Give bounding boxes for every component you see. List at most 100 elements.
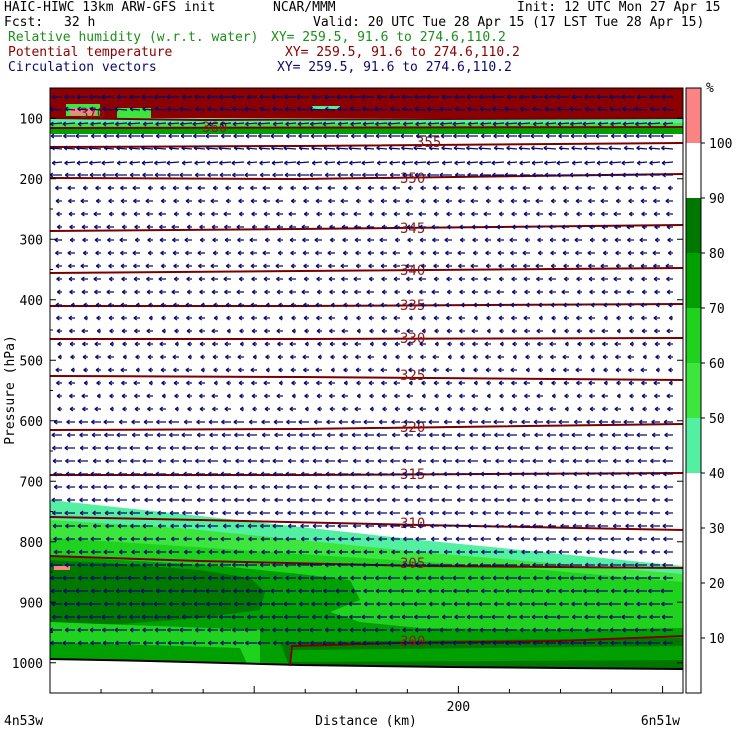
wind-vector bbox=[402, 172, 413, 178]
wind-vector bbox=[311, 432, 322, 438]
wind-vector bbox=[614, 341, 621, 347]
wind-vector bbox=[481, 497, 491, 503]
wind-vector bbox=[419, 289, 426, 295]
wind-vector bbox=[368, 263, 374, 269]
wind-vector bbox=[416, 549, 426, 555]
wind-vector bbox=[142, 627, 153, 633]
wind-vector bbox=[521, 549, 530, 555]
wind-vector bbox=[627, 185, 634, 191]
wind-vector bbox=[251, 289, 257, 295]
wind-vector bbox=[413, 145, 427, 151]
wind-vector bbox=[232, 562, 244, 568]
wind-vector bbox=[511, 393, 517, 399]
wind-vector bbox=[596, 601, 608, 607]
wind-vector bbox=[364, 445, 374, 451]
wind-vector bbox=[148, 302, 153, 308]
theta-contour-305 bbox=[50, 555, 683, 569]
wind-vector bbox=[577, 341, 582, 347]
wind-vector bbox=[401, 614, 413, 620]
wind-vector bbox=[198, 198, 205, 204]
wind-vector bbox=[401, 601, 413, 607]
wind-vector bbox=[642, 341, 647, 347]
wind-vector bbox=[394, 328, 400, 334]
wind-vector bbox=[66, 419, 75, 425]
wind-vector bbox=[376, 145, 388, 151]
wind-vector bbox=[519, 562, 530, 568]
wind-vector bbox=[557, 640, 569, 646]
wind-vector bbox=[179, 172, 192, 178]
colorbar-tick-label: 90 bbox=[709, 192, 725, 207]
wind-vector bbox=[116, 160, 128, 166]
wind-vector bbox=[533, 471, 543, 477]
wind-vector bbox=[536, 393, 543, 399]
wind-vector bbox=[118, 549, 127, 555]
wind-vector bbox=[173, 302, 179, 308]
wind-vector bbox=[155, 121, 167, 127]
wind-vector bbox=[401, 145, 414, 151]
wind-vector bbox=[160, 250, 166, 256]
wind-vector bbox=[172, 237, 179, 243]
wind-vector bbox=[186, 328, 192, 334]
wind-vector bbox=[69, 341, 75, 347]
wind-vector bbox=[481, 484, 491, 490]
wind-vector bbox=[238, 211, 244, 217]
wind-vector bbox=[454, 106, 466, 112]
wind-vector bbox=[611, 484, 621, 490]
wind-vector bbox=[193, 601, 205, 607]
wind-vector bbox=[342, 185, 348, 191]
wind-vector bbox=[56, 315, 62, 321]
wind-vector bbox=[193, 145, 206, 151]
wind-vector bbox=[473, 367, 478, 373]
wind-vector bbox=[120, 367, 127, 373]
wind-vector bbox=[560, 523, 569, 529]
wind-vector bbox=[160, 185, 166, 191]
wind-vector bbox=[82, 237, 88, 243]
wind-vector bbox=[330, 367, 335, 373]
wind-vector bbox=[135, 354, 140, 360]
wind-vector bbox=[342, 354, 348, 360]
wind-vector bbox=[231, 94, 244, 100]
wind-vector bbox=[550, 302, 556, 308]
wind-vector bbox=[388, 588, 400, 594]
wind-vector bbox=[381, 328, 387, 334]
wind-vector bbox=[484, 289, 491, 295]
wind-vector bbox=[433, 380, 439, 386]
wind-vector bbox=[92, 445, 101, 451]
wind-vector bbox=[117, 458, 127, 464]
wind-vector bbox=[284, 562, 296, 568]
wind-vector bbox=[433, 367, 439, 373]
wind-vector bbox=[353, 211, 361, 217]
wind-vector bbox=[586, 497, 595, 503]
wind-vector bbox=[662, 106, 674, 112]
wind-vector bbox=[400, 133, 413, 139]
wind-vector bbox=[615, 185, 621, 191]
wind-vector bbox=[50, 575, 62, 581]
wind-vector bbox=[341, 211, 348, 217]
wind-vector bbox=[212, 250, 218, 256]
wind-vector bbox=[246, 601, 257, 607]
wind-vector bbox=[340, 263, 348, 269]
wind-vector bbox=[232, 627, 244, 633]
wind-vector bbox=[650, 458, 660, 464]
wind-vector bbox=[624, 432, 634, 438]
wind-vector bbox=[486, 315, 491, 321]
wind-vector bbox=[428, 588, 439, 594]
wind-vector bbox=[610, 471, 621, 477]
wind-vector bbox=[238, 315, 244, 321]
wind-vector bbox=[263, 198, 270, 204]
wind-vector bbox=[548, 276, 556, 282]
wind-vector bbox=[206, 601, 218, 607]
wind-vector bbox=[378, 536, 387, 542]
wind-vector bbox=[82, 185, 88, 191]
wind-vector bbox=[315, 263, 322, 269]
wind-vector bbox=[322, 121, 336, 127]
wind-vector bbox=[161, 328, 166, 334]
wind-vector bbox=[172, 250, 179, 256]
wind-vector bbox=[506, 497, 517, 503]
wind-vector bbox=[284, 94, 296, 100]
wind-vector bbox=[520, 471, 530, 477]
wind-vector bbox=[498, 315, 504, 321]
wind-vector bbox=[171, 289, 179, 295]
wind-vector bbox=[597, 523, 608, 529]
wind-vector bbox=[493, 588, 504, 594]
